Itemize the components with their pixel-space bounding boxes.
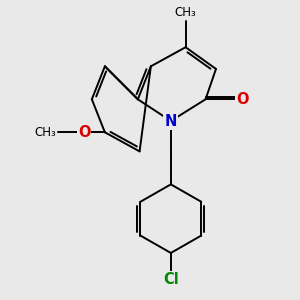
Text: CH₃: CH₃ (175, 6, 196, 19)
Text: O: O (236, 92, 248, 107)
Text: O: O (78, 125, 90, 140)
Text: Cl: Cl (163, 272, 179, 287)
Text: CH₃: CH₃ (34, 126, 56, 139)
Text: N: N (165, 113, 177, 128)
